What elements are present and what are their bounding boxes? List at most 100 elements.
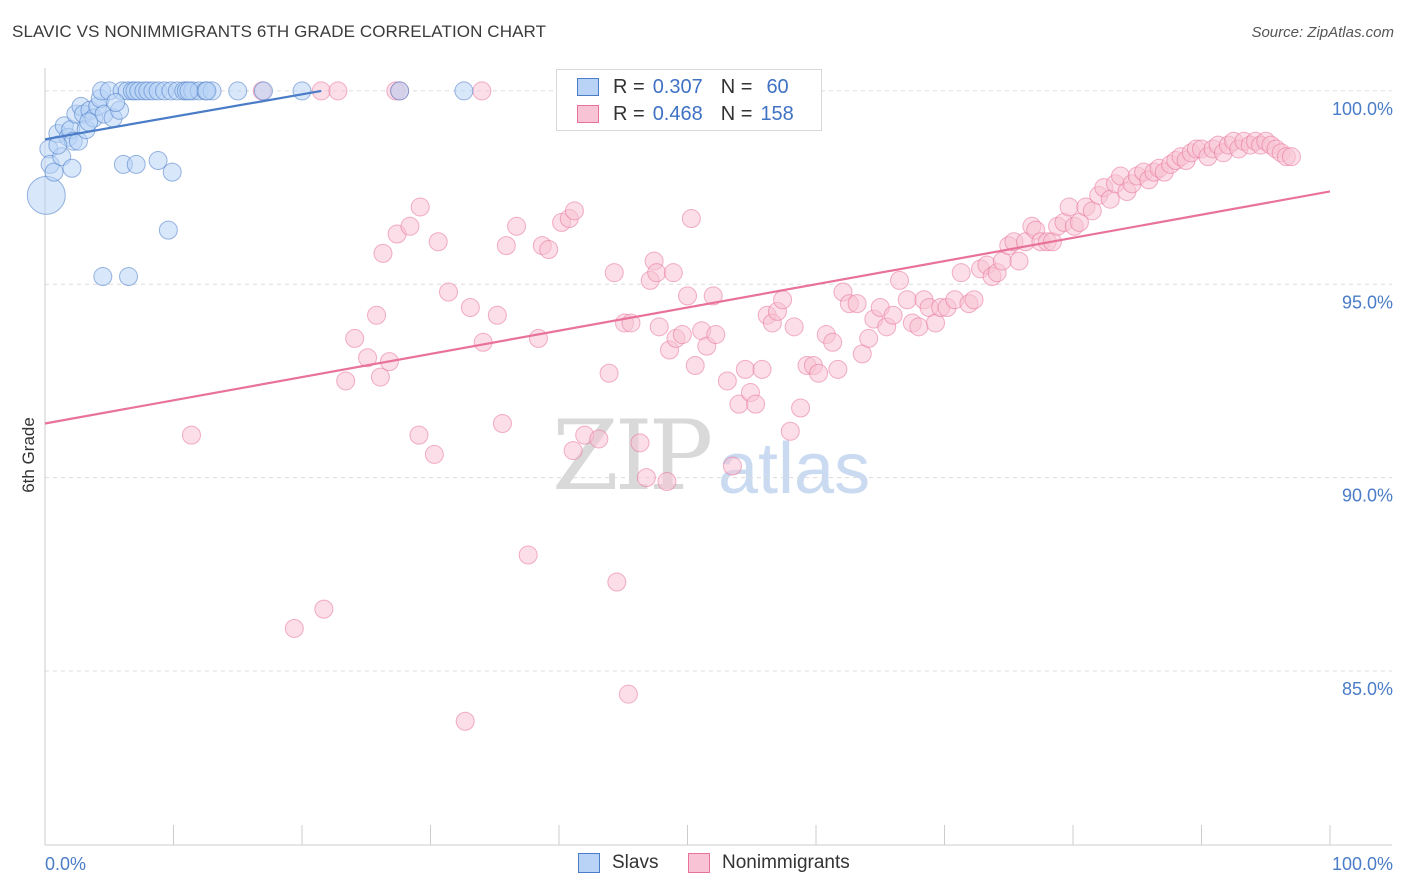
series-legend: Slavs Nonimmigrants — [0, 852, 1406, 878]
legend-swatch-nonimmigrants — [688, 853, 710, 873]
point-slavs — [158, 220, 178, 240]
y-tick-label: 85.0% — [1342, 679, 1393, 699]
point-slavs — [253, 81, 273, 101]
point-nonimmigrants — [336, 371, 356, 391]
source-credit: Source: ZipAtlas.com — [1251, 24, 1394, 41]
point-nonimmigrants — [647, 263, 667, 283]
point-nonimmigrants — [367, 305, 387, 325]
point-nonimmigrants — [722, 456, 742, 476]
point-nonimmigrants — [507, 216, 527, 236]
correlation-legend: R = 0.307 N = 60 R = 0.468 N = 158 — [556, 69, 822, 131]
point-nonimmigrants — [564, 201, 584, 221]
legend-label-slavs: Slavs — [612, 852, 659, 873]
legend-swatch-nonimmigrants — [577, 105, 599, 123]
point-slavs — [26, 175, 66, 215]
chart-title: SLAVIC VS NONIMMIGRANTS 6TH GRADE CORREL… — [12, 22, 547, 41]
point-nonimmigrants — [492, 413, 512, 433]
legend-n-label: N = — [720, 102, 753, 125]
point-slavs — [62, 158, 82, 178]
point-nonimmigrants — [883, 305, 903, 325]
point-nonimmigrants — [951, 263, 971, 283]
legend-n-value-nonimmigrants: 158 — [760, 102, 794, 125]
point-nonimmigrants — [681, 209, 701, 229]
point-nonimmigrants — [528, 328, 548, 348]
point-nonimmigrants — [657, 472, 677, 492]
legend-r-label: R = — [613, 102, 645, 125]
point-slavs — [44, 162, 64, 182]
point-nonimmigrants — [847, 294, 867, 314]
legend-item-slavs[interactable]: Slavs — [578, 852, 658, 874]
legend-swatch-slavs — [577, 78, 599, 96]
point-slavs — [119, 267, 139, 287]
trend-line-nonimmigrants — [44, 190, 1331, 425]
point-nonimmigrants — [518, 545, 538, 565]
point-nonimmigrants — [663, 263, 683, 283]
point-nonimmigrants — [1009, 251, 1029, 271]
point-nonimmigrants — [636, 468, 656, 488]
point-slavs — [292, 81, 312, 101]
legend-swatch-slavs — [578, 853, 600, 873]
point-nonimmigrants — [649, 317, 669, 337]
point-slavs — [390, 81, 410, 101]
point-nonimmigrants — [964, 290, 984, 310]
point-nonimmigrants — [328, 81, 348, 101]
point-nonimmigrants — [455, 711, 475, 731]
point-nonimmigrants — [496, 236, 516, 256]
point-nonimmigrants — [1281, 147, 1301, 167]
legend-n-value-slavs: 60 — [766, 75, 789, 98]
point-nonimmigrants — [607, 572, 627, 592]
point-nonimmigrants — [746, 394, 766, 414]
legend-n-label: N = — [720, 75, 753, 98]
watermark-atlas: atlas — [718, 429, 871, 509]
x-tick-label-min: 0.0% — [45, 854, 86, 874]
point-nonimmigrants — [487, 305, 507, 325]
point-nonimmigrants — [460, 297, 480, 317]
trend-line-slavs — [44, 89, 322, 141]
y-tick-label: 90.0% — [1342, 486, 1393, 506]
legend-label-nonimmigrants: Nonimmigrants — [722, 852, 850, 873]
point-nonimmigrants — [735, 359, 755, 379]
point-nonimmigrants — [630, 433, 650, 453]
point-nonimmigrants — [370, 367, 390, 387]
point-nonimmigrants — [1059, 197, 1079, 217]
point-slavs — [79, 112, 99, 132]
point-nonimmigrants — [784, 317, 804, 337]
legend-row-slavs: R = 0.307 N = 60 — [577, 74, 789, 100]
point-nonimmigrants — [678, 286, 697, 306]
point-nonimmigrants — [909, 317, 929, 337]
point-nonimmigrants — [539, 239, 559, 259]
y-tick-label: 95.0% — [1342, 292, 1393, 312]
point-slavs — [162, 162, 182, 182]
point-nonimmigrants — [410, 197, 430, 217]
point-slavs — [93, 267, 113, 287]
point-nonimmigrants — [791, 398, 811, 418]
point-nonimmigrants — [314, 599, 334, 619]
point-nonimmigrants — [890, 270, 910, 290]
point-nonimmigrants — [703, 286, 723, 306]
point-slavs — [126, 154, 146, 174]
legend-item-nonimmigrants[interactable]: Nonimmigrants — [688, 852, 850, 874]
point-nonimmigrants — [823, 332, 843, 352]
point-slavs — [454, 81, 474, 101]
point-nonimmigrants — [752, 359, 772, 379]
point-slavs — [228, 81, 248, 101]
point-nonimmigrants — [563, 441, 583, 461]
point-slavs — [148, 151, 168, 171]
point-nonimmigrants — [809, 363, 829, 383]
point-nonimmigrants — [717, 371, 737, 391]
point-nonimmigrants — [400, 216, 420, 236]
point-nonimmigrants — [358, 348, 378, 368]
point-nonimmigrants — [409, 425, 429, 445]
point-nonimmigrants — [373, 243, 393, 263]
point-nonimmigrants — [424, 444, 444, 464]
point-nonimmigrants — [284, 618, 304, 638]
point-nonimmigrants — [599, 363, 619, 383]
x-tick-label-max: 100.0% — [1332, 854, 1393, 874]
point-nonimmigrants — [472, 81, 492, 101]
point-nonimmigrants — [181, 425, 201, 445]
point-nonimmigrants — [618, 684, 638, 704]
point-nonimmigrants — [706, 325, 726, 345]
point-nonimmigrants — [773, 290, 793, 310]
legend-r-label: R = — [613, 75, 645, 98]
